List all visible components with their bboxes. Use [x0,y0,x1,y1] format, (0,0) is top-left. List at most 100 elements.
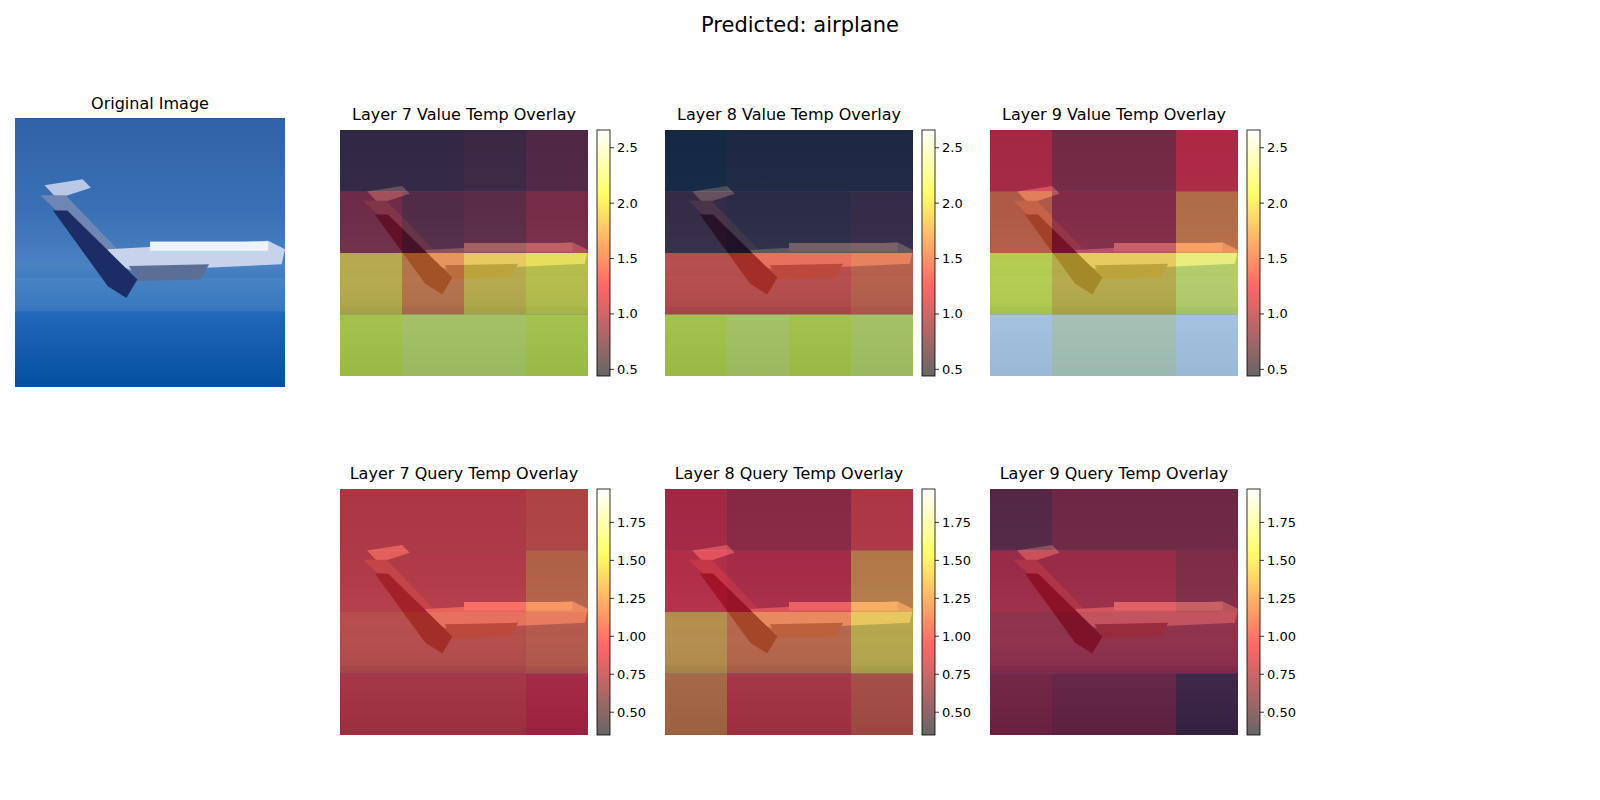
colorbar-tick [1260,598,1264,599]
heatmap [990,489,1238,735]
heat-cell [727,674,789,736]
colorbar-tick [935,369,939,370]
colorbar-bg [1247,489,1260,735]
heat-cell [402,192,464,254]
heat-cell [1114,489,1176,551]
figure: Predicted: airplaneOriginal ImageLayer 7… [0,0,1600,800]
heat-cell [402,551,464,613]
colorbar-tick-label: 0.50 [942,705,971,720]
heat-cell [1114,315,1176,377]
heat-cell [1176,489,1238,551]
heat-cell [1176,612,1238,674]
heat-cell [990,551,1052,613]
heat-cell [526,315,588,377]
colorbar-tick [935,636,939,637]
heat-cell [727,253,789,315]
engine [129,264,209,281]
photo [340,489,588,735]
heat-cell [340,315,402,377]
colorbar-tick-label: 1.25 [617,591,646,606]
colorbar-bg [922,130,935,376]
colorbar [922,130,935,376]
heat-cell [851,315,913,377]
colorbar-tick [935,674,939,675]
heat-cell [665,253,727,315]
haze [15,278,285,312]
sky [340,130,588,376]
wing [53,210,137,297]
heat-cell [402,253,464,315]
colorbar-tick-label: 0.75 [1267,667,1296,682]
heat-cell [789,253,851,315]
heat-cell [990,192,1052,254]
heat-cell [990,674,1052,736]
colorbar-tick [610,560,614,561]
heat-cell [1052,253,1114,315]
colorbar-tick [935,147,939,148]
colorbar-bg [597,489,610,735]
heat-cell [526,489,588,551]
heat-cell [789,489,851,551]
colorbar-tick [935,203,939,204]
photo [990,130,1238,376]
heat-cell [990,130,1052,192]
heat-cell [990,315,1052,377]
colorbar-tick-label: 1.75 [942,515,971,530]
heat-cell [1052,612,1114,674]
heat-cell [464,130,526,192]
panel-title: Layer 8 Value Temp Overlay [677,105,901,124]
colorbar-tick [610,313,614,314]
colorbar-tick-label: 2.5 [942,140,963,155]
heat-cell [1052,192,1114,254]
colorbar-bg [922,489,935,735]
colorbar-tick [1260,522,1264,523]
panel-title: Layer 9 Query Temp Overlay [1000,464,1229,483]
panel-title: Layer 9 Value Temp Overlay [1002,105,1226,124]
colorbar-tick [1260,369,1264,370]
heat-cell [789,674,851,736]
colorbar-tick-label: 1.5 [942,251,963,266]
heat-cell [1114,551,1176,613]
colorbar-frame [597,130,610,376]
heat-cell [1176,315,1238,377]
heat-cell [340,674,402,736]
panel-title: Layer 7 Query Temp Overlay [350,464,579,483]
heat-cell [851,612,913,674]
heat-cell [526,192,588,254]
colorbar-tick-label: 1.00 [1267,629,1296,644]
heat-cell [464,551,526,613]
heat-cell [727,551,789,613]
colorbar-tick-label: 1.00 [617,629,646,644]
sky [665,489,913,735]
heat-cell [1176,253,1238,315]
heat-cell [1114,612,1176,674]
heat-cell [665,192,727,254]
colorbar-tick-label: 1.50 [942,553,971,568]
colorbar-tick-label: 1.00 [942,629,971,644]
colorbar-tick-label: 1.75 [1267,515,1296,530]
colorbar-tick [1260,560,1264,561]
heat-cell [340,130,402,192]
heat-cell [1114,192,1176,254]
heat-cell [1114,674,1176,736]
colorbar-tick [610,712,614,713]
colorbar-tick-label: 2.5 [1267,140,1288,155]
colorbar-tick-label: 2.0 [617,196,638,211]
colorbar-bg [1247,130,1260,376]
photo [340,130,588,376]
colorbar-tick-label: 2.0 [942,196,963,211]
colorbar-tick-label: 1.0 [1267,306,1288,321]
colorbar-tick-label: 1.5 [1267,251,1288,266]
heatmap [340,130,588,376]
heat-cell [665,315,727,377]
panel-title: Layer 7 Value Temp Overlay [352,105,576,124]
colorbar-tick-label: 0.75 [942,667,971,682]
colorbar [597,130,610,376]
fuselage-top [150,242,268,251]
heat-cell [1052,489,1114,551]
colorbar-bg [597,130,610,376]
sky [990,130,1238,376]
heat-cell [402,612,464,674]
photo [990,489,1238,735]
colorbar-tick-label: 2.5 [617,140,638,155]
